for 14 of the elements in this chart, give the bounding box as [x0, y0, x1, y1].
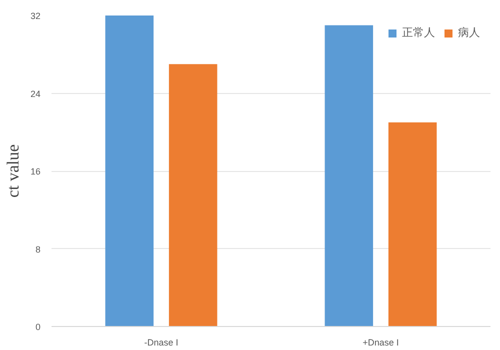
- y-tick-label: 0: [35, 322, 41, 332]
- bar: [105, 16, 154, 326]
- legend-label: 病人: [458, 26, 480, 40]
- y-tick-label: 8: [35, 244, 41, 254]
- y-tick-label: 16: [30, 166, 41, 176]
- bar: [168, 64, 218, 326]
- x-tick-label: +Dnase I: [362, 338, 399, 348]
- x-tick-label: -Dnase I: [144, 338, 178, 348]
- legend-label: 正常人: [402, 26, 435, 40]
- y-axis-title: ct value: [3, 144, 22, 198]
- y-tick-label: 24: [30, 88, 41, 99]
- y-tick-label: 32: [30, 11, 41, 21]
- bar: [324, 25, 374, 326]
- bar: [388, 122, 437, 326]
